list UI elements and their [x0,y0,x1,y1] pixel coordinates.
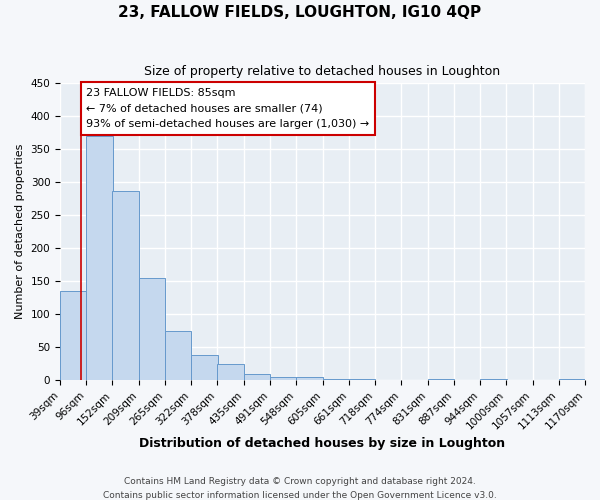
Bar [559,379,585,380]
Bar [480,379,506,380]
Bar [323,379,349,380]
Bar [165,330,191,380]
Title: Size of property relative to detached houses in Loughton: Size of property relative to detached ho… [145,65,500,78]
Bar [428,379,454,380]
Y-axis label: Number of detached properties: Number of detached properties [15,144,25,320]
Bar [349,379,375,380]
Bar [86,136,113,380]
Bar [191,355,218,380]
Bar [112,191,139,380]
Bar [296,377,323,380]
Text: Contains HM Land Registry data © Crown copyright and database right 2024.
Contai: Contains HM Land Registry data © Crown c… [103,478,497,500]
Bar [139,278,166,380]
Text: 23 FALLOW FIELDS: 85sqm
← 7% of detached houses are smaller (74)
93% of semi-det: 23 FALLOW FIELDS: 85sqm ← 7% of detached… [86,88,370,129]
Bar [270,377,296,380]
Bar [60,291,86,380]
X-axis label: Distribution of detached houses by size in Loughton: Distribution of detached houses by size … [139,437,506,450]
Bar [244,374,270,380]
Text: 23, FALLOW FIELDS, LOUGHTON, IG10 4QP: 23, FALLOW FIELDS, LOUGHTON, IG10 4QP [118,5,482,20]
Bar [217,364,244,380]
